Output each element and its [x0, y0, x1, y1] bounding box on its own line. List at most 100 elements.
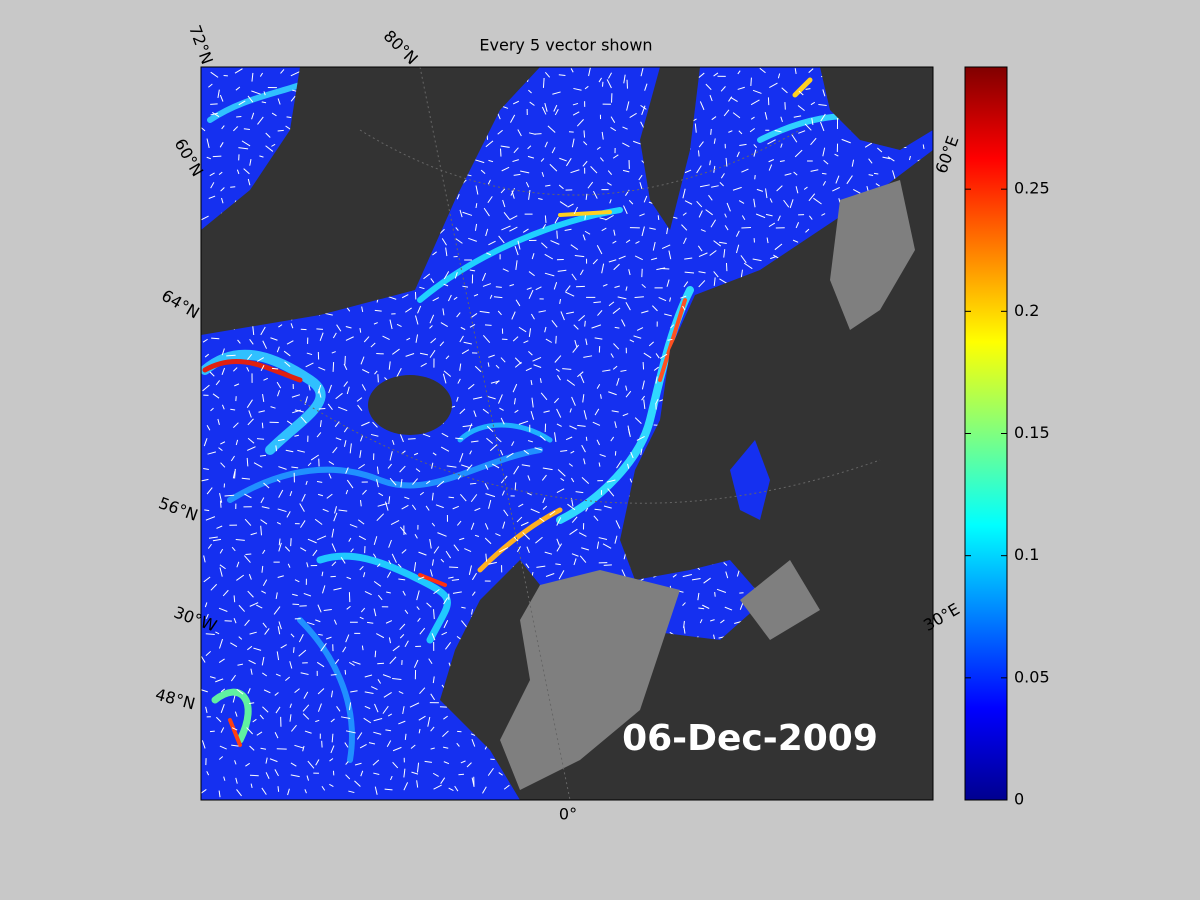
vector [431, 462, 434, 469]
vector [334, 506, 337, 514]
vector [549, 163, 558, 172]
vector [531, 253, 535, 260]
vector [271, 112, 277, 117]
vector [480, 169, 486, 175]
vector [443, 370, 452, 377]
vector [389, 477, 397, 486]
colorbar [964, 66, 1008, 801]
vector [212, 393, 220, 399]
vector [359, 743, 367, 749]
vector [810, 101, 816, 106]
vector [648, 341, 654, 347]
shelf [740, 560, 820, 640]
vector [405, 307, 412, 313]
vector [681, 224, 688, 231]
vector [390, 520, 400, 526]
vector [335, 392, 343, 400]
vector [557, 269, 567, 272]
vector [629, 478, 633, 483]
vector [481, 272, 487, 281]
vector [320, 642, 327, 652]
vector [222, 589, 229, 597]
vector [737, 86, 745, 90]
vector [682, 574, 692, 578]
vector [468, 423, 473, 432]
vector [376, 513, 385, 522]
vector [793, 115, 802, 118]
vector [263, 689, 271, 694]
vector [212, 155, 222, 158]
vector [535, 536, 543, 544]
vector [713, 271, 719, 278]
vector [409, 702, 420, 708]
vector [669, 297, 672, 302]
vector [634, 296, 644, 298]
vector [383, 692, 392, 698]
vector [431, 559, 434, 566]
vector [498, 394, 503, 404]
vector [528, 289, 534, 300]
vector [887, 156, 895, 162]
vector [289, 661, 293, 669]
vector [361, 384, 367, 391]
vector [278, 538, 281, 546]
vector [388, 559, 392, 565]
vector [419, 491, 425, 496]
vector [348, 790, 355, 794]
vector [599, 217, 606, 220]
vector [517, 240, 521, 250]
vector [396, 323, 402, 328]
vector [388, 296, 397, 300]
vector [265, 145, 274, 152]
vector [765, 213, 773, 217]
vector [363, 336, 370, 343]
vector [649, 227, 656, 230]
vector [234, 468, 236, 479]
vector [487, 179, 491, 185]
vector [412, 478, 418, 485]
colorbar-tick-label: 0.25 [1014, 179, 1050, 198]
vector [332, 447, 338, 454]
vector [585, 507, 589, 512]
vector [238, 147, 249, 150]
vector [456, 396, 459, 402]
vector [554, 432, 557, 443]
vector [292, 593, 298, 597]
vector [794, 68, 797, 75]
vector [822, 89, 826, 97]
vector [445, 641, 452, 650]
vector [735, 244, 740, 254]
vector [302, 704, 310, 712]
vector [452, 505, 460, 510]
colorbar-tick-label: 0 [1014, 790, 1024, 809]
vector [392, 746, 402, 752]
vector [538, 198, 543, 201]
vector [307, 462, 312, 467]
vector [224, 494, 235, 497]
vector [334, 658, 340, 665]
vector [401, 504, 409, 510]
vector [399, 465, 406, 473]
vector [249, 602, 259, 607]
vector [201, 740, 206, 749]
vector [515, 299, 521, 307]
vector [413, 562, 417, 572]
vector [318, 366, 326, 371]
vector [683, 626, 686, 634]
vector [565, 157, 572, 167]
vector [431, 492, 434, 501]
vector [363, 572, 366, 578]
vector [364, 591, 372, 596]
vector [583, 130, 586, 138]
vector [709, 94, 713, 102]
vector [750, 99, 760, 106]
vector [290, 633, 295, 638]
vector [205, 613, 209, 619]
vector [581, 547, 590, 551]
vector [316, 432, 322, 438]
vector [516, 546, 521, 553]
vector [215, 631, 220, 635]
vector [736, 151, 740, 158]
vector [328, 473, 332, 479]
vector [554, 355, 562, 363]
